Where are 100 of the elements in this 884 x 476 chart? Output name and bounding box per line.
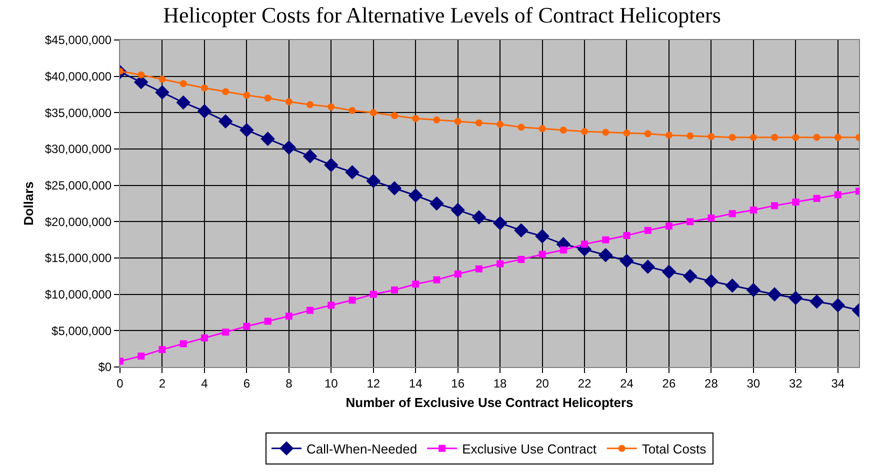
point (644, 226, 652, 234)
legend-label: Exclusive Use Contract (462, 441, 597, 456)
point (514, 223, 528, 238)
point (328, 302, 335, 309)
x-tick-label: 22 (578, 376, 592, 390)
x-tick-label: 2 (158, 376, 166, 390)
point (306, 101, 314, 108)
point (285, 312, 292, 320)
x-tick-label: 6 (243, 376, 250, 390)
point (538, 250, 546, 258)
point (412, 114, 420, 122)
point (581, 240, 588, 248)
point (750, 134, 757, 141)
point (662, 264, 676, 279)
point (560, 246, 567, 254)
point (138, 71, 145, 78)
x-tick-label: 16 (451, 376, 465, 390)
point (240, 122, 254, 138)
y-tick-label: $35,000,000 (44, 106, 112, 120)
point (725, 278, 740, 293)
point (704, 274, 718, 288)
point (535, 229, 550, 244)
x-tick-label: 26 (662, 376, 676, 390)
point (665, 132, 672, 139)
point (138, 352, 145, 360)
chart-title: Helicopter Costs for Alternative Levels of Contract Helicopters (163, 2, 721, 28)
point (644, 130, 652, 138)
x-tick-label: 12 (366, 376, 380, 390)
point (348, 106, 356, 114)
point (728, 210, 736, 218)
point (581, 128, 588, 136)
point (243, 92, 250, 99)
point (387, 181, 402, 196)
point (158, 76, 166, 83)
point (620, 254, 634, 268)
point (771, 134, 778, 141)
point (370, 109, 377, 116)
point (390, 112, 398, 120)
point (450, 202, 465, 218)
point (302, 149, 318, 164)
x-tick-label: 8 (286, 376, 293, 390)
y-tick-label: $0 (98, 360, 112, 374)
point (708, 133, 715, 140)
y-axis-title: Dollars (20, 181, 36, 226)
point (813, 194, 820, 202)
y-tick-label: $5,000,000 (52, 324, 112, 338)
point (218, 114, 233, 129)
point (496, 260, 504, 268)
point (518, 256, 525, 263)
x-axis-title: Number of Exclusive Use Contract Helicopters (346, 395, 634, 410)
point (728, 134, 736, 141)
point (306, 306, 314, 314)
point (408, 188, 423, 203)
point (454, 118, 462, 125)
x-tick-label: 24 (620, 376, 634, 390)
point (623, 232, 630, 239)
point (197, 104, 212, 118)
point (792, 198, 800, 206)
x-tick-label: 34 (831, 376, 845, 390)
point (640, 260, 656, 274)
point (830, 298, 846, 312)
point (433, 276, 440, 284)
point (767, 287, 782, 302)
point (518, 124, 525, 131)
point (788, 290, 803, 306)
point (324, 158, 338, 172)
point (602, 128, 610, 136)
point (243, 322, 250, 330)
point (328, 103, 335, 110)
point (496, 120, 504, 128)
point (792, 134, 800, 141)
x-tick-label: 4 (201, 376, 208, 390)
point (708, 214, 715, 222)
y-tick-label: $30,000,000 (44, 142, 112, 156)
point (158, 346, 166, 354)
point (222, 88, 230, 96)
point (686, 218, 694, 226)
point (345, 165, 360, 180)
point (750, 206, 757, 214)
y-tick-label: $45,000,000 (44, 33, 112, 48)
point (746, 282, 761, 298)
point (180, 340, 187, 348)
point (665, 222, 672, 230)
legend-label: Total Costs (642, 441, 707, 456)
point (560, 126, 567, 134)
legend-label: Call-When-Needed (306, 441, 418, 456)
point (390, 286, 398, 294)
point (771, 202, 778, 210)
point (200, 334, 208, 342)
point (264, 94, 272, 102)
x-tick-label: 0 (116, 376, 124, 390)
point (264, 318, 272, 325)
point (260, 132, 275, 146)
y-tick-label: $20,000,000 (44, 214, 112, 229)
point (538, 125, 546, 132)
point (412, 280, 420, 288)
point (623, 130, 630, 137)
y-tick-label: $10,000,000 (44, 288, 112, 302)
x-tick-label: 30 (746, 376, 760, 390)
point (180, 80, 187, 88)
